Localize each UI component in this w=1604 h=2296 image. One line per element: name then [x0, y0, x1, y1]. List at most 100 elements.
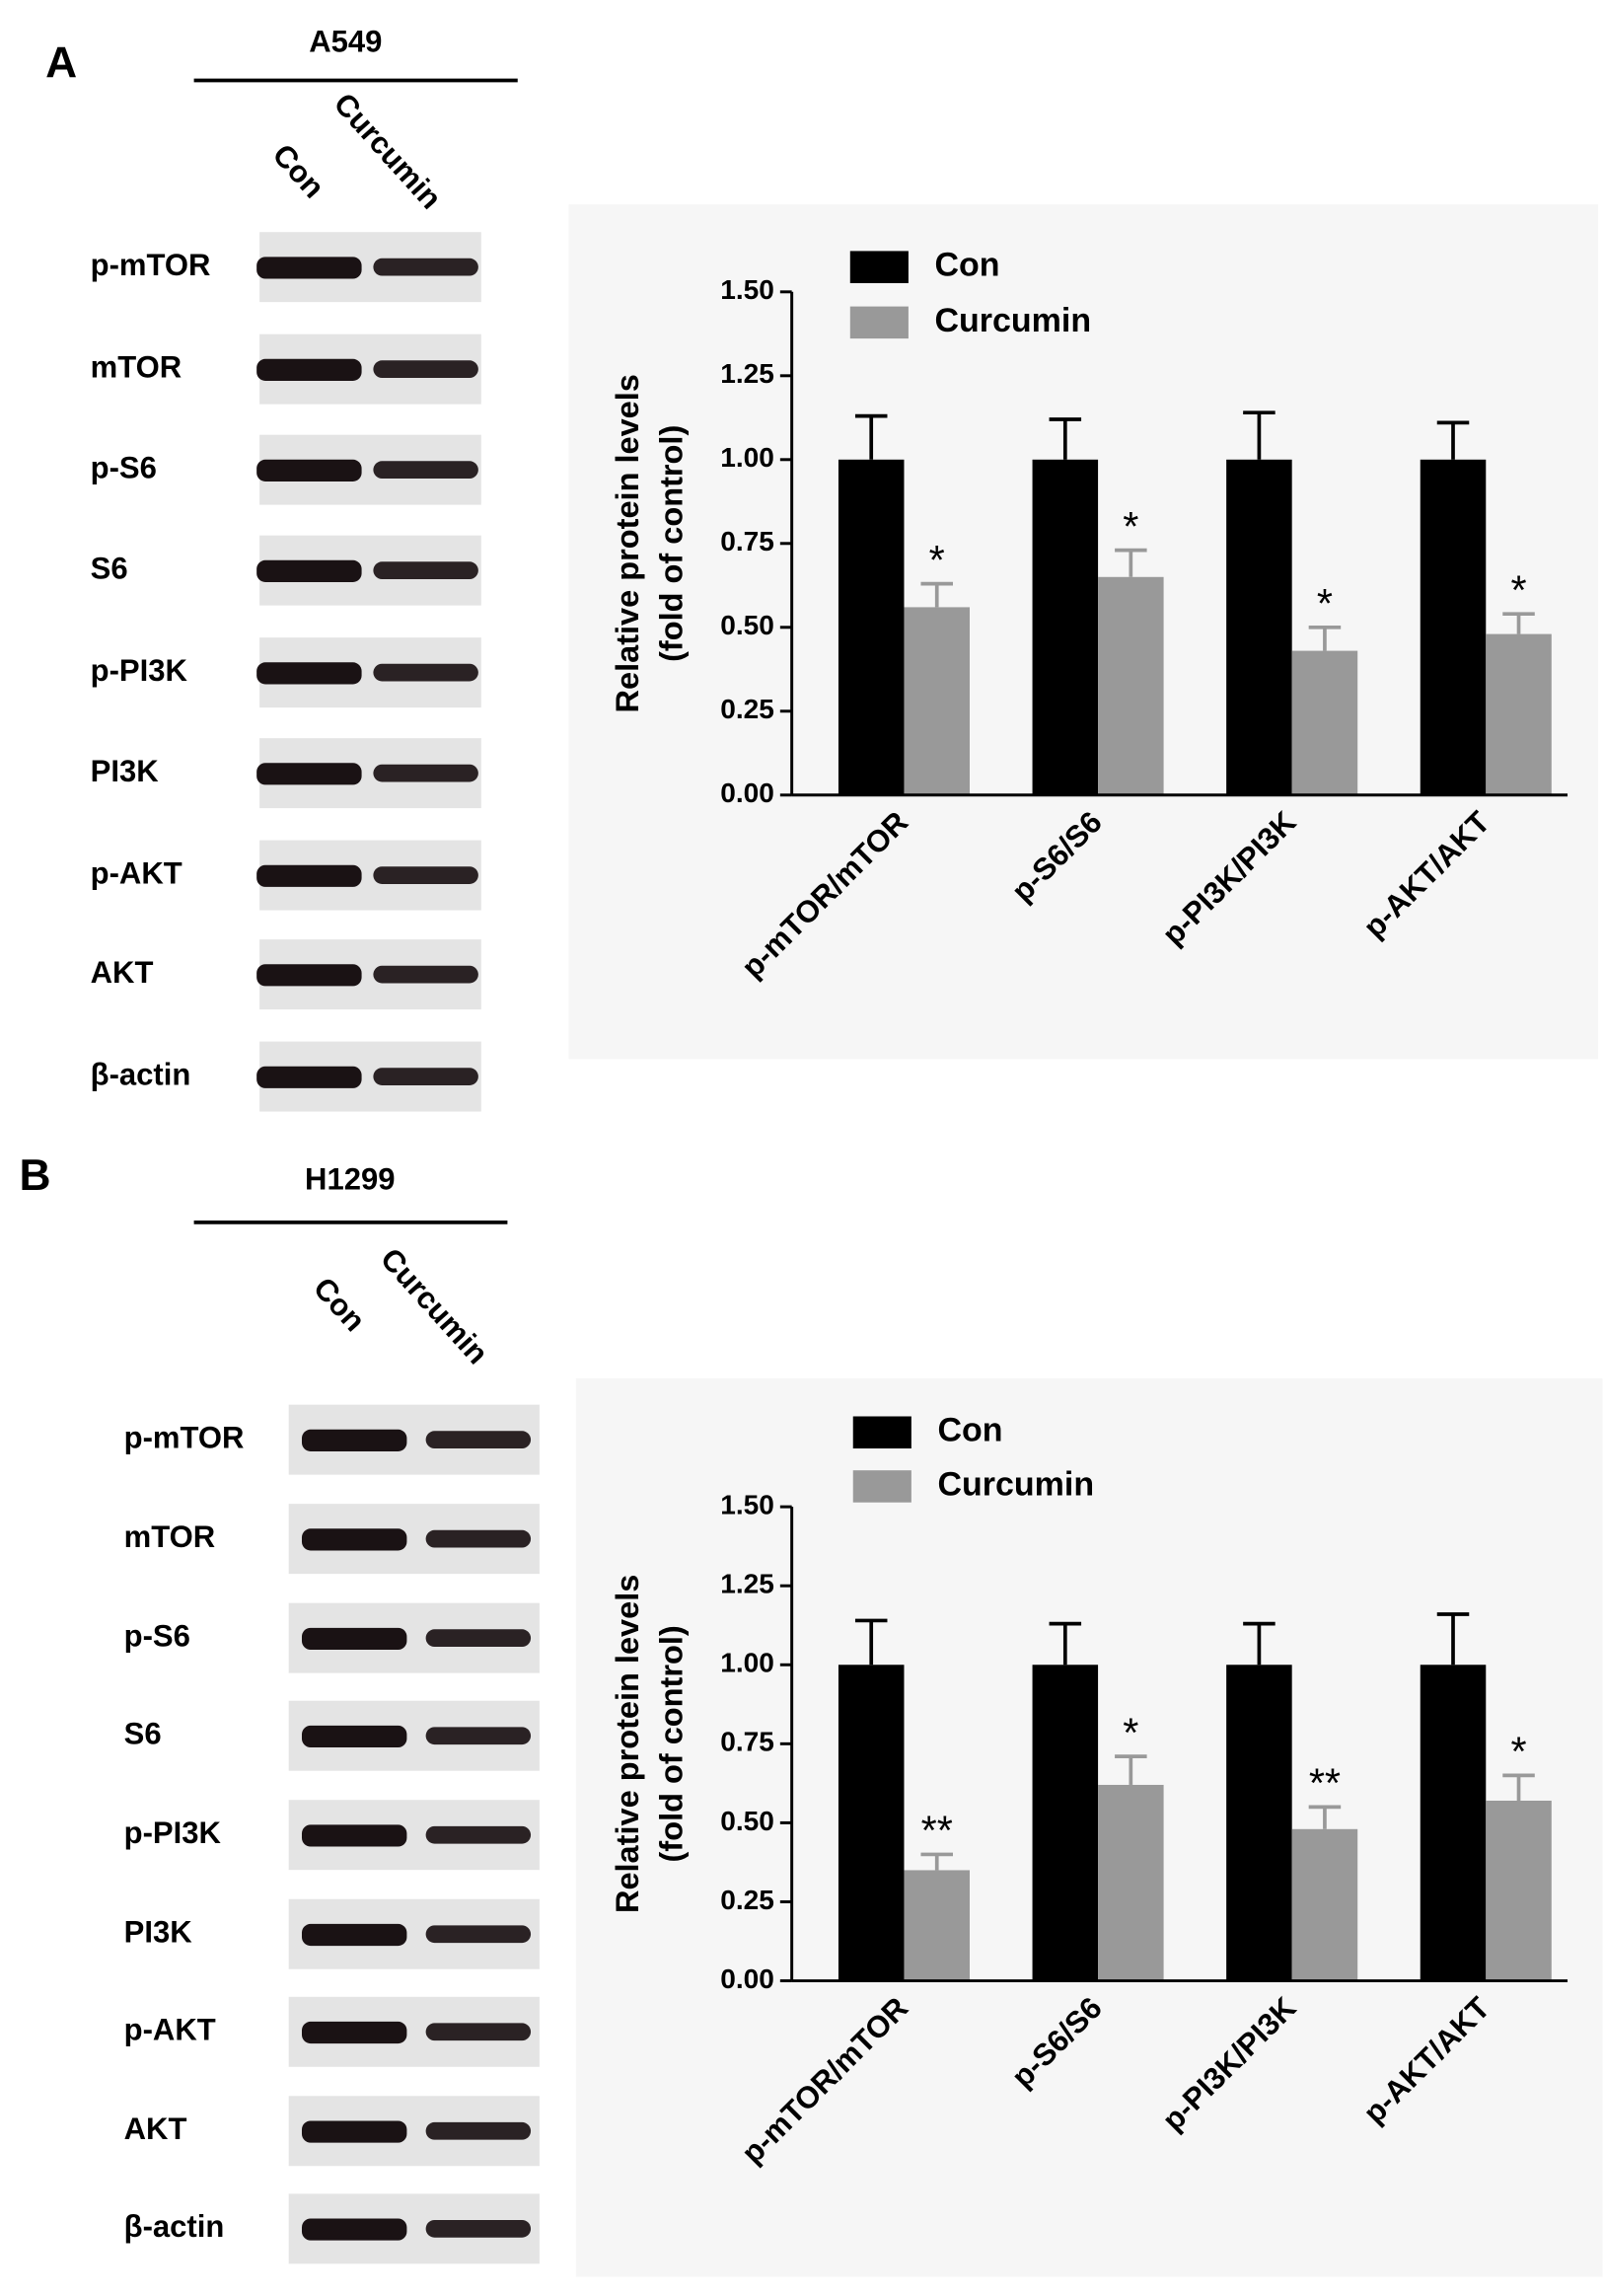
y-axis-label: Relative protein levels — [610, 1575, 645, 1913]
blot-label: p-PI3K — [124, 1815, 222, 1850]
y-axis-label: Relative protein levels — [610, 374, 645, 712]
band — [373, 965, 478, 984]
band — [301, 1725, 407, 1748]
panel-label: B — [19, 1151, 50, 1200]
band — [373, 561, 478, 580]
band — [373, 360, 478, 379]
significance: * — [1510, 1730, 1526, 1775]
blot-label: PI3K — [91, 754, 160, 788]
band — [256, 358, 362, 381]
y-tick-label: 0.75 — [720, 1727, 774, 1757]
cell-line: A549 — [309, 25, 382, 59]
band — [301, 1824, 407, 1847]
band — [373, 258, 478, 276]
lane-label: Curcumin — [374, 1241, 495, 1370]
cell-line: H1299 — [305, 1162, 395, 1197]
legend-swatch — [849, 306, 909, 339]
significance: * — [1510, 567, 1526, 613]
y-tick-label: 0.25 — [720, 694, 774, 724]
blot-label: p-mTOR — [124, 1420, 245, 1454]
lane-label: Curcumin — [328, 86, 449, 215]
band — [425, 1431, 532, 1449]
blot-label: p-mTOR — [91, 248, 211, 282]
y-tick-label: 0.75 — [720, 526, 774, 556]
significance: * — [1123, 1710, 1138, 1755]
band — [301, 2021, 407, 2044]
legend-label: Con — [937, 1412, 1002, 1449]
band — [425, 1629, 532, 1648]
blot-label: p-PI3K — [91, 653, 188, 688]
band — [256, 864, 362, 887]
bar — [1486, 633, 1552, 795]
legend-swatch — [852, 1416, 911, 1449]
y-axis-label: (fold of control) — [654, 425, 690, 662]
y-tick-label: 1.50 — [720, 274, 774, 305]
band — [425, 2121, 532, 2140]
band — [425, 1529, 532, 1548]
significance: * — [929, 538, 945, 583]
panel-label: A — [45, 38, 77, 87]
lane-label: Con — [266, 137, 331, 204]
bar — [1291, 1828, 1358, 1981]
band — [425, 1825, 532, 1844]
y-axis-label: (fold of control) — [654, 1625, 690, 1862]
blot-label: PI3K — [124, 1914, 193, 1949]
legend-label: Con — [935, 247, 1000, 284]
y-tick-label: 0.50 — [720, 1806, 774, 1836]
band — [373, 1068, 478, 1085]
bar — [838, 1665, 905, 1981]
bar — [1226, 1665, 1292, 1981]
blot-label: mTOR — [124, 1519, 216, 1554]
blot-label: β-actin — [124, 2209, 225, 2244]
band — [425, 1925, 532, 1944]
y-tick-label: 1.50 — [720, 1490, 774, 1520]
bar — [1486, 1800, 1552, 1981]
bar — [1420, 1665, 1487, 1981]
band — [425, 2023, 532, 2041]
blot-label: p-AKT — [124, 2012, 216, 2046]
band — [301, 2218, 407, 2241]
blot-label: β-actin — [91, 1057, 191, 1091]
band — [256, 662, 362, 685]
band — [301, 1528, 407, 1551]
bar — [1291, 650, 1358, 795]
legend-label: Curcumin — [935, 302, 1092, 339]
y-tick-label: 1.00 — [720, 442, 774, 473]
bar — [838, 459, 905, 795]
blot-label: S6 — [91, 551, 128, 585]
blot-label: S6 — [124, 1716, 162, 1750]
y-tick-label: 1.00 — [720, 1648, 774, 1678]
y-tick-label: 1.25 — [720, 358, 774, 389]
band — [425, 1727, 532, 1745]
legend-label: Curcumin — [937, 1465, 1094, 1503]
band — [301, 1429, 407, 1451]
band — [256, 559, 362, 582]
band — [256, 257, 362, 279]
significance: ** — [1309, 1761, 1341, 1807]
band — [256, 964, 362, 987]
significance: * — [1123, 504, 1138, 550]
significance: ** — [921, 1809, 953, 1854]
significance: * — [1317, 581, 1333, 627]
bar — [904, 1870, 970, 1981]
y-tick-label: 0.50 — [720, 610, 774, 640]
band — [373, 866, 478, 884]
blot-label: p-AKT — [91, 855, 182, 890]
band — [256, 459, 362, 481]
bar — [1226, 459, 1292, 795]
legend-swatch — [852, 1470, 911, 1503]
bar — [1098, 576, 1164, 795]
band — [425, 2219, 532, 2238]
bar — [1032, 459, 1099, 795]
y-tick-label: 0.25 — [720, 1885, 774, 1915]
blot-label: mTOR — [91, 349, 182, 384]
blot-label: AKT — [91, 955, 154, 990]
y-tick-label: 0.00 — [720, 1963, 774, 1994]
lane-label: Con — [307, 1271, 372, 1338]
band — [256, 763, 362, 785]
bar — [1420, 459, 1487, 795]
band — [301, 2120, 407, 2143]
bar — [1032, 1665, 1099, 1981]
band — [373, 663, 478, 682]
